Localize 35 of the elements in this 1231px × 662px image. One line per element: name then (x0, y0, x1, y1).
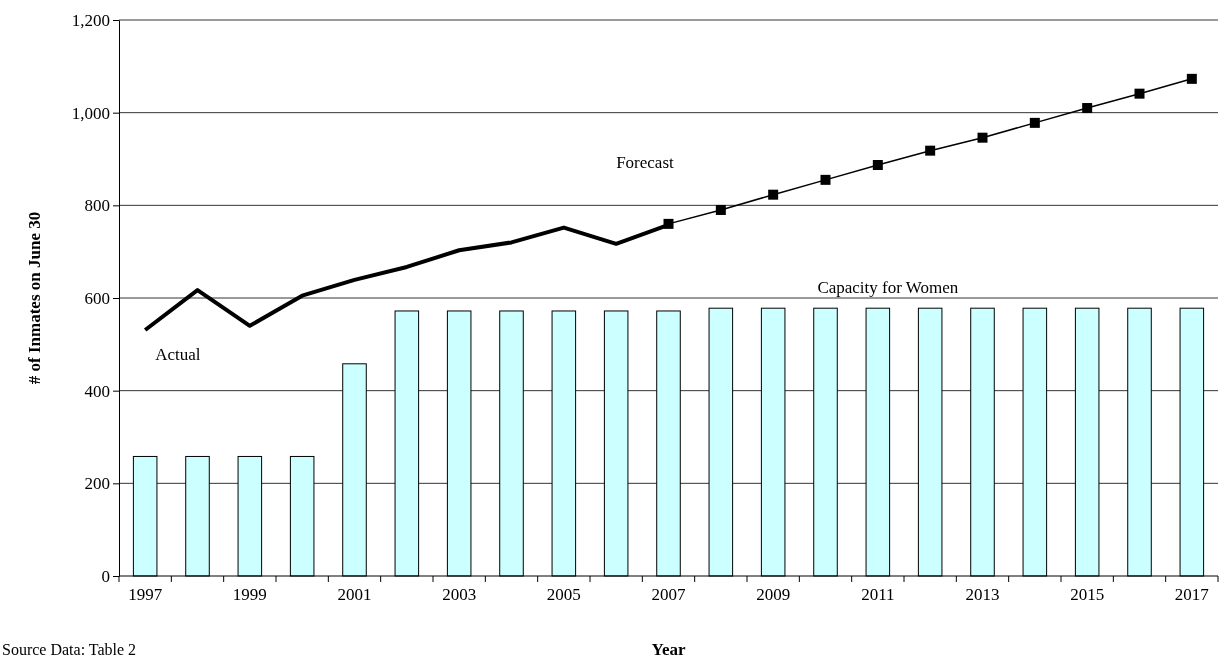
y-tick-label: 400 (84, 381, 110, 401)
point (925, 145, 936, 156)
y-tick-label: 0 (101, 566, 110, 586)
point (820, 174, 831, 185)
x-tick-label: 2011 (861, 585, 895, 605)
series-label: Capacity for Women (817, 278, 959, 298)
x-tick-label: 2003 (442, 585, 477, 605)
x-axis-title: Year (651, 640, 686, 659)
x-tick-label: 2001 (337, 585, 372, 605)
x-tick-label: 2015 (1070, 585, 1105, 605)
point (1186, 73, 1197, 84)
x-tick-label: 2009 (756, 585, 791, 605)
x-tick-label: 1999 (232, 585, 267, 605)
y-axis-title: # of Inmates on June 30 (25, 211, 44, 385)
point (977, 132, 988, 143)
point (872, 160, 883, 171)
source-note: Source Data: Table 2 (2, 641, 137, 658)
y-tick-label: 1,000 (71, 103, 110, 123)
y-tick-label: 800 (84, 196, 110, 216)
series-label: Actual (155, 344, 201, 364)
point (1029, 117, 1040, 128)
point (663, 218, 674, 229)
y-tick-label: 200 (84, 474, 110, 494)
point (1134, 88, 1145, 99)
text: Forecast (616, 153, 675, 173)
x-tick-label: 2013 (965, 585, 1000, 605)
point (1082, 103, 1093, 114)
x-tick-label: 2005 (546, 585, 581, 605)
y-tick-label: 1,200 (71, 10, 110, 30)
point (715, 204, 726, 215)
point (768, 189, 779, 200)
x-tick-label: 2007 (651, 585, 686, 605)
y-tick-label: 600 (84, 288, 110, 308)
x-tick-label: 1997 (128, 585, 163, 605)
x-tick-label: 2017 (1174, 585, 1210, 605)
